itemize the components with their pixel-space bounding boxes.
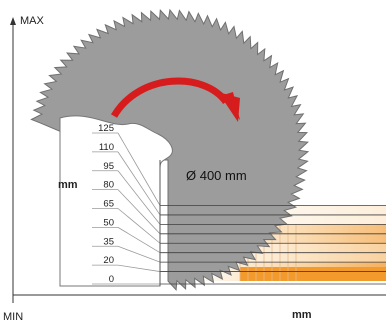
blade-diameter-label: Ø 400 mm bbox=[186, 168, 247, 183]
height-connector bbox=[117, 227, 161, 254]
height-tick-label: 20 bbox=[103, 255, 114, 266]
axes bbox=[10, 17, 386, 303]
axis-min-label: MIN bbox=[3, 311, 23, 323]
height-tick-label: 0 bbox=[109, 274, 114, 285]
height-connector bbox=[117, 208, 161, 244]
clockwise-arrow-icon bbox=[110, 77, 240, 122]
height-connector bbox=[117, 170, 161, 225]
height-connector bbox=[117, 189, 161, 235]
height-tick-label: 110 bbox=[99, 142, 114, 153]
height-scale: 125 110 95 80 65 50 35 20 0 bbox=[92, 123, 386, 286]
height-tick-label: 95 bbox=[103, 161, 114, 172]
height-tick-label: 65 bbox=[103, 199, 114, 210]
height-connector bbox=[117, 151, 161, 216]
height-tick-label: 80 bbox=[103, 180, 114, 191]
height-connector bbox=[117, 132, 161, 206]
unit-left-label: mm bbox=[58, 179, 78, 191]
workpiece-base-band bbox=[240, 267, 386, 281]
height-connector bbox=[117, 245, 161, 263]
height-tick-label: 50 bbox=[103, 217, 114, 228]
unit-bottom-label: mm bbox=[292, 309, 312, 321]
height-tick-label: 35 bbox=[103, 236, 114, 247]
y-axis-arrow-icon bbox=[10, 17, 16, 25]
axis-max-label: MAX bbox=[20, 15, 45, 27]
height-connector bbox=[117, 264, 161, 272]
height-tick-label: 125 bbox=[98, 123, 114, 134]
